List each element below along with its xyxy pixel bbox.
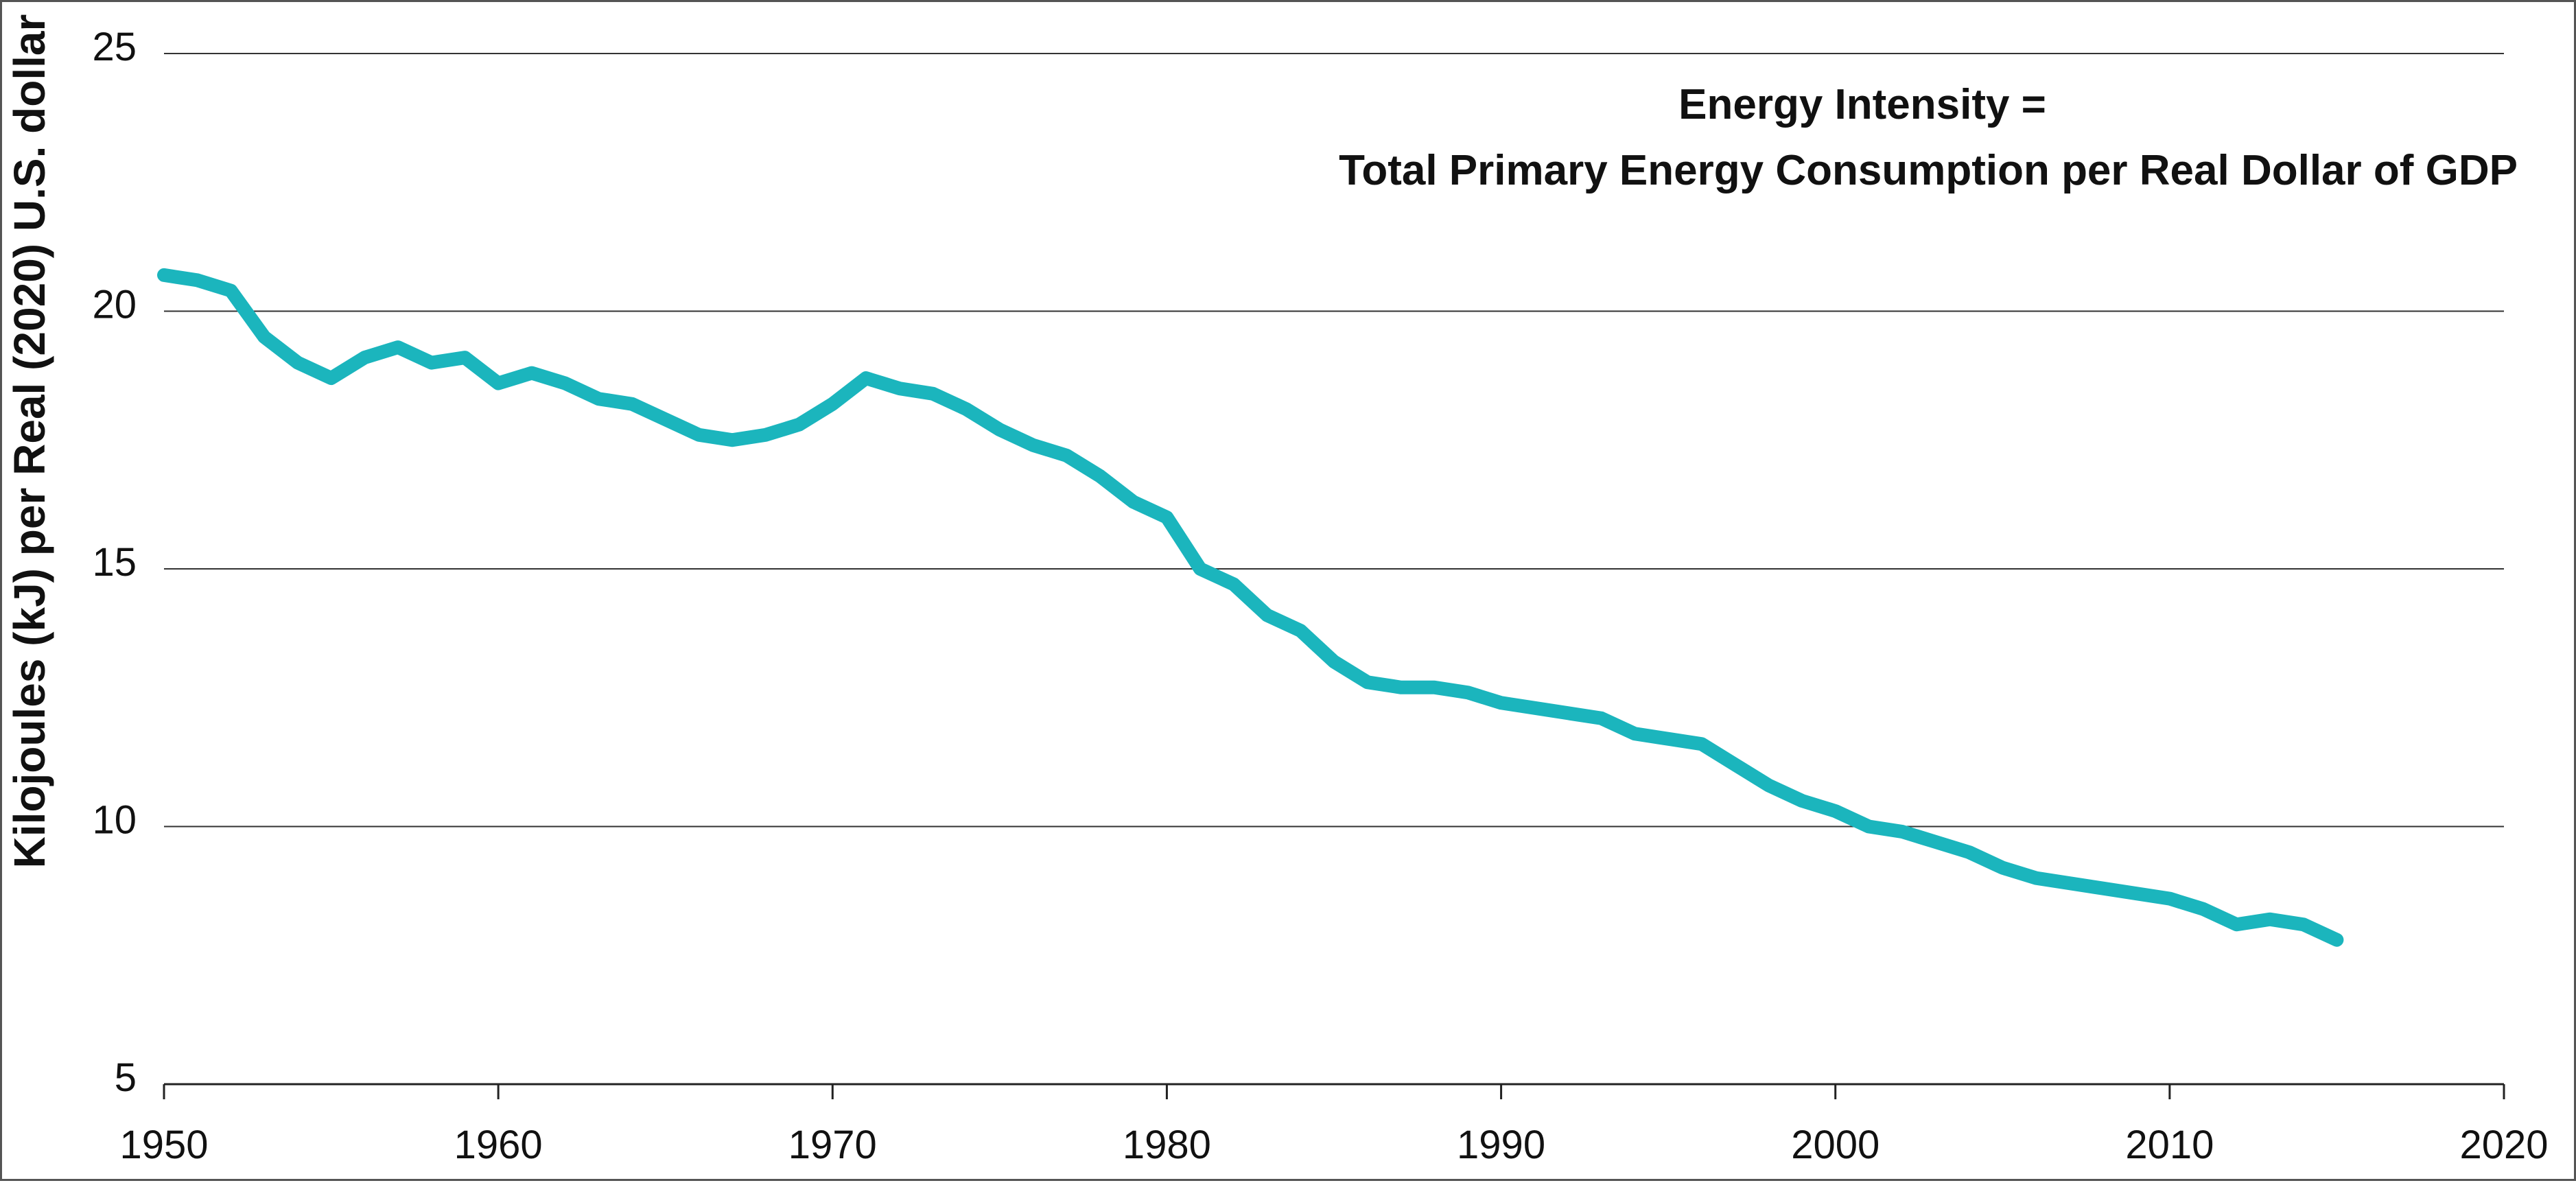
annotation-line-2: Total Primary Energy Consumption per Rea…	[1339, 147, 2518, 194]
y-tick-label-20: 20	[92, 283, 137, 327]
x-tick-label-2020: 2020	[2459, 1123, 2548, 1167]
y-tick-label-15: 15	[92, 540, 137, 585]
series-layer	[157, 268, 2344, 947]
series-line-0	[157, 268, 2344, 947]
y-tick-labels: 5 10 15 20 25	[92, 25, 137, 1100]
x-tick-label-1970: 1970	[788, 1123, 877, 1167]
y-tick-label-10: 10	[92, 798, 137, 843]
annotation-line-1: Energy Intensity =	[1678, 81, 2046, 128]
x-tick-label-1990: 1990	[1457, 1123, 1545, 1167]
x-tick-label-1950: 1950	[119, 1123, 208, 1167]
y-tick-label-5: 5	[115, 1055, 137, 1100]
x-tick-label-1980: 1980	[1123, 1123, 1211, 1167]
gridlines	[164, 53, 2504, 828]
x-tick-label-2000: 2000	[1791, 1123, 1880, 1167]
x-tick-labels: 1950 1960 1970 1980 1990 2000 2010 2020	[119, 1123, 2548, 1167]
x-axis	[163, 1083, 2505, 1099]
y-tick-label-25: 25	[92, 25, 137, 69]
x-tick-label-2010: 2010	[2125, 1123, 2214, 1167]
x-tick-label-1960: 1960	[454, 1123, 543, 1167]
y-axis-title: Kilojoules (kJ) per Real (2020) U.S. dol…	[5, 14, 54, 869]
